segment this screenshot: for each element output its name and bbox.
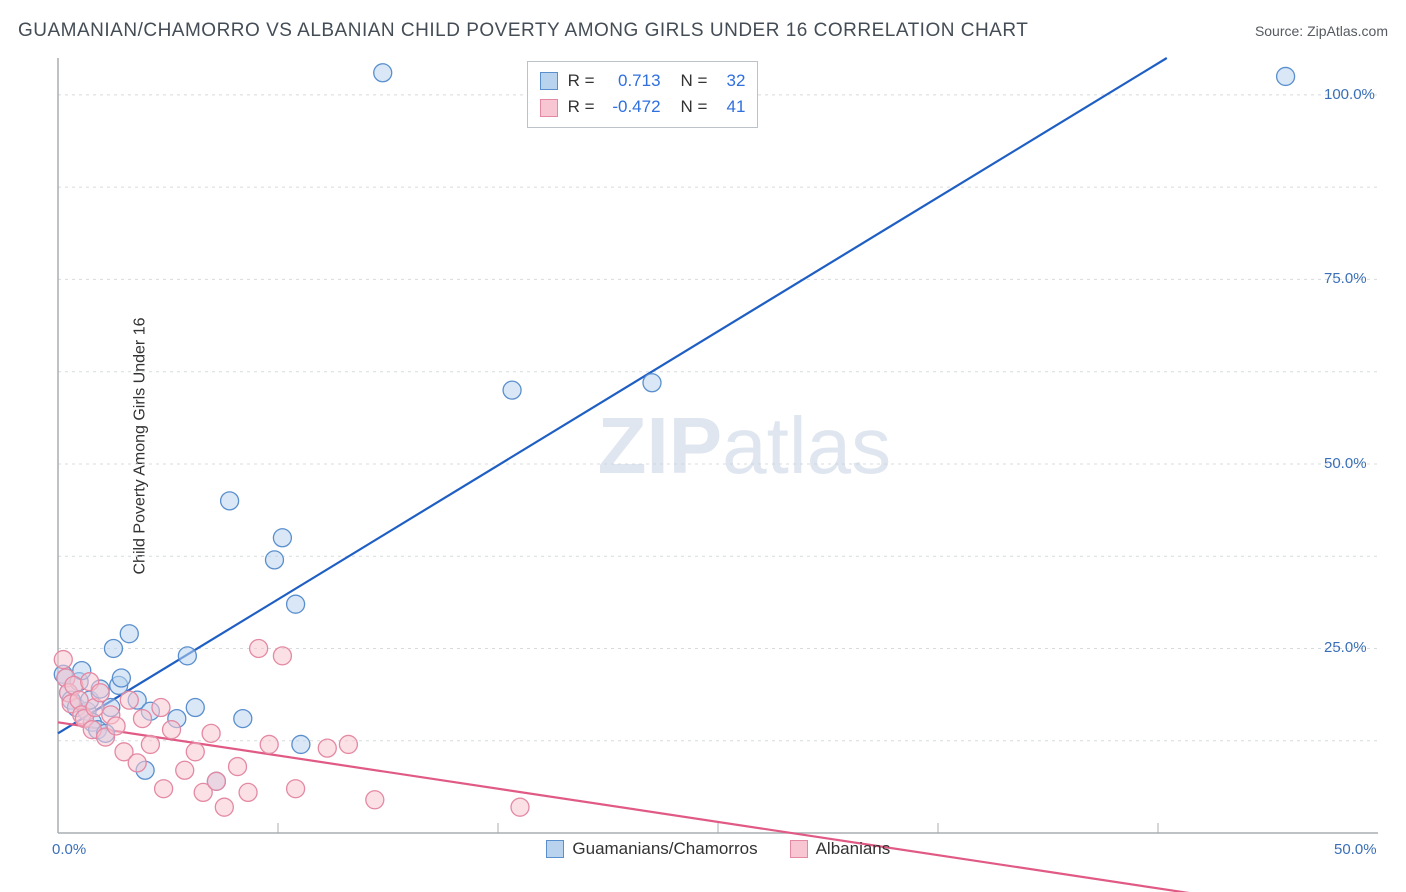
r-label: R = [568,68,595,94]
legend-swatch [790,840,808,858]
n-label: N = [681,68,708,94]
axis-tick-label: 50.0% [1324,455,1367,472]
stats-row: R = 0.713 N = 32 [540,68,746,94]
title-bar: GUAMANIAN/CHAMORRO VS ALBANIAN CHILD POV… [18,20,1388,42]
scatter-chart-svg [58,58,1378,833]
legend-item: Guamanians/Chamorros [546,839,757,859]
n-label: N = [681,94,708,120]
correlation-stats-box: R = 0.713 N = 32 R = -0.472 N = 41 [527,61,759,128]
axis-tick-label: 100.0% [1324,86,1375,103]
source-attribution: Source: ZipAtlas.com [1255,23,1388,39]
series-swatch [540,99,558,117]
axis-tick-label: 0.0% [52,841,86,858]
axis-tick-label: 25.0% [1324,639,1367,656]
axis-tick-label: 75.0% [1324,270,1367,287]
r-label: R = [568,94,595,120]
stats-row: R = -0.472 N = 41 [540,94,746,120]
n-value: 32 [717,68,745,94]
legend-item: Albanians [790,839,891,859]
chart-title: GUAMANIAN/CHAMORRO VS ALBANIAN CHILD POV… [18,20,1028,42]
legend-label: Guamanians/Chamorros [572,839,757,859]
source-name: ZipAtlas.com [1307,23,1388,39]
legend-label: Albanians [816,839,891,859]
series-legend: Guamanians/Chamorros Albanians [546,839,890,859]
n-value: 41 [717,94,745,120]
chart-plot-area: ZIPatlas R =0.713N =32R =-0.472N =41 Gua… [58,58,1378,833]
series-swatch [540,72,558,90]
r-value: 0.713 [605,68,661,94]
axis-tick-label: 50.0% [1334,841,1377,858]
source-prefix: Source: [1255,23,1307,39]
legend-swatch [546,840,564,858]
r-value: -0.472 [605,94,661,120]
